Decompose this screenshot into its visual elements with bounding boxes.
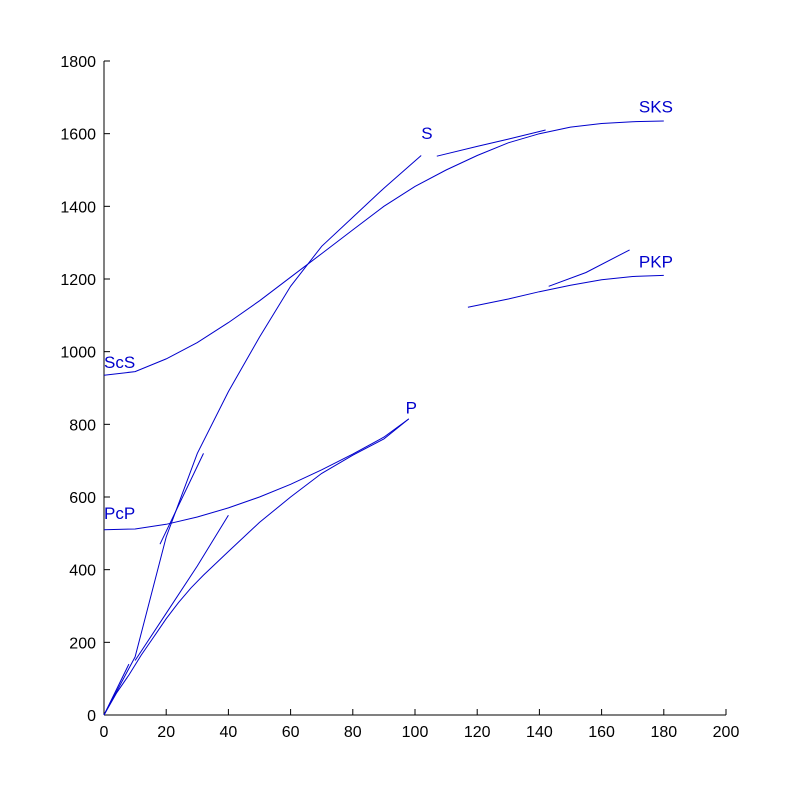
x-tick-label: 0: [100, 724, 109, 741]
axes: 0 20 40 60 80 100 120 140 160 180 200 0 200 400 600 80…: [60, 54, 739, 741]
curve-labels: S SKS PKP ScS P PcP: [104, 98, 673, 523]
y-tick-label: 1000: [60, 345, 96, 362]
x-tick-label: 200: [713, 724, 740, 741]
x-tick-label: 60: [282, 724, 300, 741]
travel-time-curve-4: [103, 663, 130, 716]
travel-time-curve-0: [103, 155, 422, 716]
curve-label-pkp: PKP: [639, 252, 673, 271]
x-tick-label: 140: [526, 724, 553, 741]
x-ticks: 0 20 40 60 80 100 120 140 160 180 200: [100, 709, 740, 741]
curve-label-s: S: [421, 124, 432, 143]
x-tick-label: 120: [464, 724, 491, 741]
y-tick-label: 0: [87, 708, 96, 725]
x-tick-label: 20: [157, 724, 175, 741]
curve-label-sks: SKS: [639, 98, 673, 117]
travel-time-curve-1: [159, 453, 204, 545]
curve-label-scs: ScS: [104, 353, 135, 372]
travel-time-curve-8: [467, 274, 664, 308]
travel-time-curve-9: [548, 249, 630, 287]
y-tick-label: 600: [69, 490, 96, 507]
y-tick-label: 800: [69, 417, 96, 434]
y-tick-label: 1600: [60, 127, 96, 144]
travel-time-curve-3: [134, 514, 229, 661]
travel-time-curve-7: [103, 418, 410, 531]
travel-time-curve-6: [436, 129, 546, 157]
y-tick-label: 1200: [60, 272, 96, 289]
y-tick-label: 1400: [60, 199, 96, 216]
y-tick-label: 400: [69, 563, 96, 580]
y-ticks: 0 200 400 600 800 1000 1200 1400 1600 1800: [60, 54, 110, 725]
x-tick-label: 180: [650, 724, 677, 741]
travel-time-curve-2: [103, 418, 410, 716]
x-tick-label: 80: [344, 724, 362, 741]
curve-label-p: P: [406, 398, 417, 417]
x-tick-label: 40: [220, 724, 238, 741]
travel-time-curve-5: [103, 120, 664, 376]
x-tick-label: 160: [588, 724, 615, 741]
x-tick-label: 100: [402, 724, 429, 741]
y-tick-label: 200: [69, 635, 96, 652]
y-tick-label: 1800: [60, 54, 96, 71]
series-group: [103, 120, 664, 716]
curve-label-pcp: PcP: [104, 504, 135, 523]
